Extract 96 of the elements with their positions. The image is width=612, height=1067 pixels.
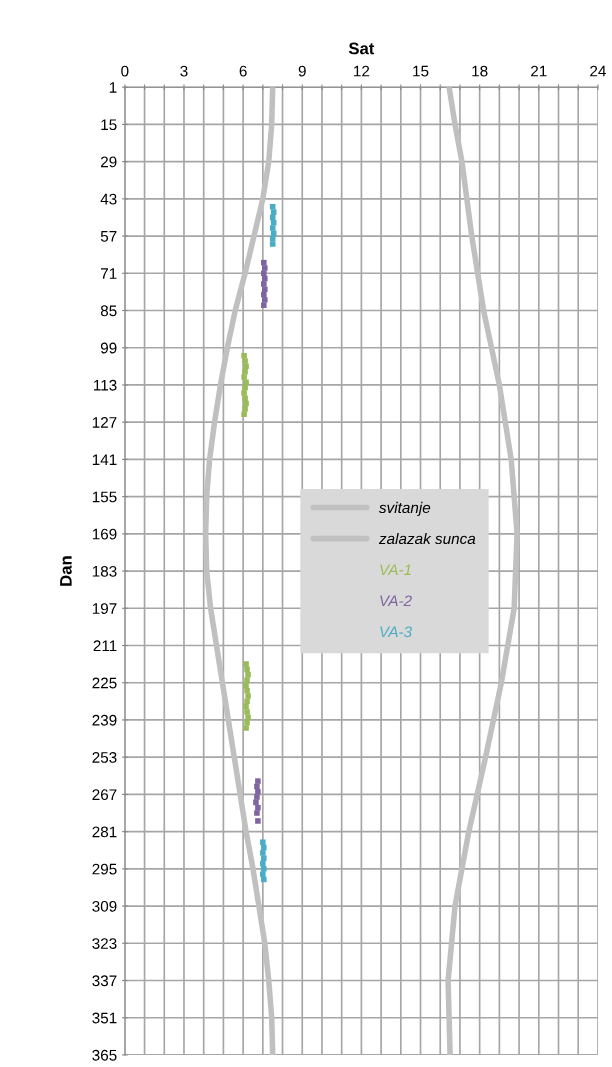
y-tick-label: 267 [92, 789, 117, 801]
y-tick-label: 85 [100, 305, 117, 317]
x-tick-label: 9 [298, 65, 306, 77]
point [261, 876, 267, 883]
y-tick-label: 169 [92, 528, 117, 540]
point [261, 855, 267, 861]
point [260, 850, 266, 856]
x-tick-label: 18 [472, 65, 488, 77]
point [261, 270, 267, 277]
point [269, 241, 276, 247]
y-tick-label: 99 [100, 342, 117, 354]
point [253, 799, 259, 806]
point [244, 719, 250, 726]
y-tick-label: 127 [92, 417, 117, 428]
y-tick-label: 113 [94, 379, 117, 391]
y-tick-label: 337 [92, 975, 117, 987]
y-tick-label: 29 [100, 156, 117, 168]
point [260, 839, 266, 846]
point [260, 860, 266, 867]
point [244, 687, 250, 694]
x-tick-label: 12 [354, 65, 370, 77]
point [241, 411, 247, 417]
y-tick-label: 1 [109, 82, 117, 93]
point [243, 725, 249, 731]
point [261, 281, 267, 287]
point [244, 666, 250, 673]
point [255, 788, 261, 795]
point [242, 406, 248, 412]
point [270, 209, 277, 215]
point [261, 259, 267, 266]
y-tick-label: 197 [92, 603, 117, 614]
point [243, 363, 249, 370]
x-tick-label: 0 [121, 65, 129, 77]
point [261, 866, 267, 872]
y-tick-label: 57 [100, 231, 117, 242]
y-tick-label: 253 [92, 752, 117, 763]
point [254, 783, 260, 790]
x-tick-label: 21 [531, 65, 547, 77]
point [243, 661, 249, 667]
point [245, 671, 251, 678]
y-tick-label: 365 [92, 1049, 117, 1061]
y-tick-label: 155 [92, 491, 117, 503]
point [243, 703, 249, 710]
legend-label: zalazak sunca [378, 532, 476, 545]
y-tick-label: 225 [92, 677, 117, 689]
point [260, 871, 266, 877]
x-tick-label: 15 [413, 65, 429, 77]
point [255, 778, 261, 784]
x-tick-label: 24 [590, 65, 606, 77]
point [241, 390, 247, 396]
point [254, 810, 260, 816]
point [242, 358, 248, 364]
point [242, 384, 248, 391]
y-tick-label: 15 [101, 119, 117, 131]
point [245, 714, 251, 721]
y-tick-label: 141 [92, 454, 117, 465]
point [244, 698, 250, 705]
point [243, 379, 249, 386]
point [269, 225, 276, 231]
text: VA-1 [380, 564, 411, 576]
y-tick-label: 351 [92, 1012, 117, 1024]
point [255, 804, 261, 811]
y-tick-label: 43 [100, 193, 117, 205]
point [254, 794, 260, 800]
point [262, 265, 268, 271]
point [243, 400, 249, 407]
y-tick-label: 309 [92, 900, 117, 912]
y-tick-label: 281 [92, 826, 117, 838]
point [245, 693, 251, 699]
point [244, 677, 250, 683]
text: VA-3 [380, 626, 412, 638]
legend-label: svitanje [378, 501, 431, 517]
y-axis-title: Dan [60, 556, 72, 586]
point [244, 709, 250, 715]
point [241, 352, 247, 359]
point [262, 297, 268, 303]
y-tick-label: 71 [101, 268, 117, 279]
point [243, 682, 249, 689]
point [242, 368, 248, 375]
x-axis-title: Sat [348, 42, 375, 55]
point [261, 291, 267, 298]
y-tick-label: 183 [92, 565, 117, 577]
y-tick-label: 295 [92, 863, 117, 875]
point [261, 302, 267, 308]
point [262, 286, 268, 293]
y-tick-label: 211 [93, 640, 117, 652]
y-tick-label: 323 [92, 938, 117, 949]
point [262, 275, 268, 282]
x-tick-label: 6 [239, 65, 247, 77]
point [261, 844, 267, 851]
x-tick-label: 3 [180, 65, 188, 77]
point [241, 374, 247, 380]
point [242, 395, 248, 402]
y-tick-label: 239 [92, 714, 117, 726]
text: VA-2 [380, 595, 412, 607]
point [255, 818, 261, 824]
